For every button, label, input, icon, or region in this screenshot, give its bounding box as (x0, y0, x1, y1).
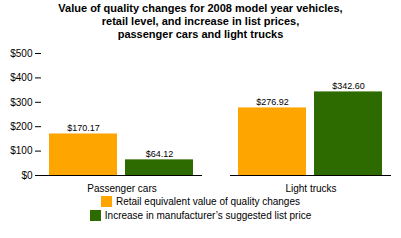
svg-text:$300: $300 (10, 97, 33, 108)
svg-text:$100: $100 (10, 145, 33, 156)
svg-text:$500: $500 (10, 48, 33, 59)
svg-text:$0: $0 (21, 170, 33, 181)
svg-text:$64.12: $64.12 (146, 149, 174, 159)
svg-text:$400: $400 (10, 72, 33, 83)
svg-text:$170.17: $170.17 (67, 123, 100, 133)
html-text:Retail equivalent value of qua: Retail equivalent value of quality chang… (116, 196, 300, 207)
svg-text:Passenger cars: Passenger cars (87, 183, 156, 194)
svg-text:$276.92: $276.92 (256, 97, 289, 107)
svg-text:$342.60: $342.60 (332, 81, 365, 91)
svg-text:Light trucks: Light trucks (285, 183, 336, 194)
html-text:Increase in manufacturer’s sug: Increase in manufacturer’s suggested lis… (104, 210, 312, 221)
svg-text:$200: $200 (10, 121, 33, 132)
html-text:Value of quality changes for 2: Value of quality changes for 2008 model … (58, 2, 343, 40)
